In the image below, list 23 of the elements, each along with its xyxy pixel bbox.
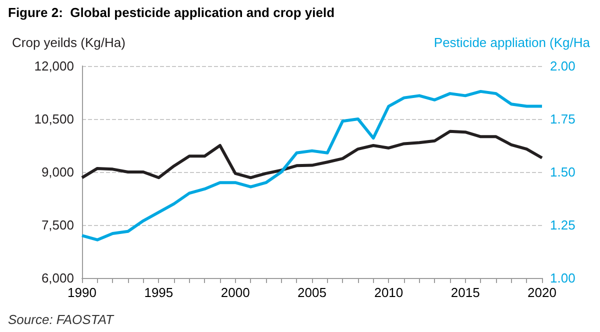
x-tick-label: 2010 <box>374 285 404 300</box>
y-tick-label: 9,000 <box>41 164 74 180</box>
y-tick-label: 10,500 <box>34 112 74 126</box>
y-axis-title: Crop yeilds (Kg/Ha) <box>12 35 126 50</box>
chart-title: Figure 2: Global pesticide application and crop yield <box>8 5 335 20</box>
source-note: Source: FAOSTAT <box>8 312 115 327</box>
y2-tick-label: 1.25 <box>550 218 576 232</box>
line-series <box>80 130 544 180</box>
x-tick-label: 2020 <box>528 285 556 300</box>
y-tick-label: 6,000 <box>41 270 74 286</box>
y2-tick-label: 2.00 <box>550 58 576 74</box>
x-tick-label: 2005 <box>298 285 326 300</box>
y2-tick-label: 1.00 <box>550 270 576 286</box>
y-tick-label: 7,500 <box>41 218 74 232</box>
line-series <box>80 90 544 242</box>
y2-axis-title: Pesticide appliation (Kg/Ha <box>434 35 591 50</box>
x-tick-label: 1990 <box>68 285 96 300</box>
x-tick-label: 2015 <box>450 285 480 300</box>
y2-tick-label: 1.50 <box>550 164 576 180</box>
y2-tick-label: 1.75 <box>550 112 576 126</box>
x-tick-label: 1995 <box>144 285 174 300</box>
x-tick-label: 2000 <box>220 285 250 300</box>
y-tick-label: 12,000 <box>34 58 74 74</box>
